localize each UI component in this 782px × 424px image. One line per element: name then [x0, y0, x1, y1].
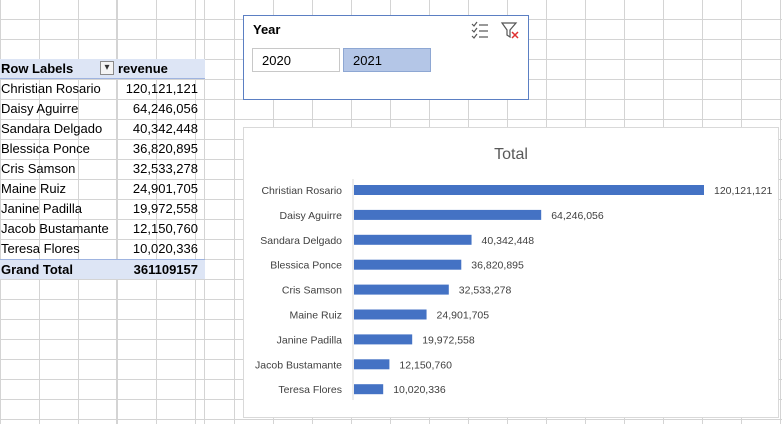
data-label: 10,020,336: [393, 384, 446, 396]
pivot-row-value: 10,020,336: [132, 241, 198, 256]
category-tick-label: Teresa Flores: [278, 384, 342, 396]
pivot-header-row: Row Labels ▾ revenue: [0, 59, 205, 79]
bar-cris-samson[interactable]: [354, 284, 449, 295]
chart-canvas: Total Christian Rosario 120,121,121 Daisy …: [255, 146, 773, 400]
revenue-header[interactable]: revenue: [118, 61, 168, 76]
data-label: 32,533,278: [459, 285, 512, 297]
pivot-table[interactable]: Row Labels ▾ revenue Christian Rosario 12…: [0, 59, 205, 279]
bar-teresa-flores[interactable]: [354, 384, 384, 395]
bar-blessica-ponce[interactable]: [354, 259, 462, 270]
multi-select-icon[interactable]: [470, 20, 490, 40]
data-label: 120,121,121: [714, 185, 773, 197]
pivot-row-label: Janine Padilla: [1, 201, 82, 216]
slicer-item-2020[interactable]: 2020: [252, 48, 340, 72]
clear-filter-icon[interactable]: [500, 20, 520, 40]
pivot-row-value: 64,246,056: [132, 101, 198, 116]
pivot-row-label: Jacob Bustamante: [1, 221, 109, 236]
category-tick-label: Christian Rosario: [261, 185, 342, 197]
pivot-row[interactable]: Teresa Flores 10,020,336: [0, 239, 205, 259]
category-tick-label: Jacob Bustamante: [255, 359, 342, 371]
category-tick-label: Janine Padilla: [277, 334, 343, 346]
pivot-row-label: Teresa Flores: [1, 241, 80, 256]
pivot-row-value: 120,121,121: [125, 81, 198, 96]
data-label: 19,972,558: [422, 334, 475, 346]
bar-christian-rosario[interactable]: [354, 185, 704, 195]
bar-maine-ruiz[interactable]: [354, 309, 427, 320]
data-label: 40,342,448: [482, 235, 535, 247]
pivot-row-value: 12,150,760: [132, 221, 198, 236]
bar-chart[interactable]: Total Christian Rosario 120,121,121 Daisy …: [243, 127, 779, 418]
bar-janine-padilla[interactable]: [354, 334, 413, 345]
pivot-row[interactable]: Maine Ruiz 24,901,705: [0, 179, 205, 199]
year-slicer[interactable]: Year 2020 2021: [243, 15, 529, 100]
bar-jacob-bustamante[interactable]: [354, 359, 390, 370]
category-tick-label: Daisy Aguirre: [280, 210, 343, 222]
grand-total-value: 361109157: [133, 262, 198, 277]
pivot-row-value: 32,533,278: [132, 161, 198, 176]
slicer-item-2021[interactable]: 2021: [343, 48, 431, 72]
data-label: 36,820,895: [471, 260, 524, 272]
pivot-row-value: 36,820,895: [132, 141, 198, 156]
category-tick-label: Blessica Ponce: [270, 260, 342, 272]
grand-total-label: Grand Total: [1, 262, 73, 277]
pivot-row-value: 40,342,448: [132, 121, 198, 136]
chart-title: Total: [494, 146, 528, 163]
pivot-row-label: Christian Rosario: [1, 81, 101, 96]
pivot-row[interactable]: Blessica Ponce 36,820,895: [0, 139, 205, 159]
row-labels-header[interactable]: Row Labels: [1, 61, 74, 76]
pivot-row[interactable]: Daisy Aguirre 64,246,056: [0, 99, 205, 119]
pivot-row[interactable]: Janine Padilla 19,972,558: [0, 199, 205, 219]
slicer-title: Year: [253, 22, 281, 37]
data-label: 12,150,760: [399, 359, 452, 371]
pivot-row-value: 24,901,705: [132, 181, 198, 196]
pivot-row[interactable]: Cris Samson 32,533,278: [0, 159, 205, 179]
pivot-row-label: Blessica Ponce: [1, 141, 90, 156]
data-label: 64,246,056: [551, 210, 604, 222]
column-divider: [204, 0, 205, 424]
bar-daisy-aguirre[interactable]: [354, 209, 542, 220]
pivot-row[interactable]: Jacob Bustamante 12,150,760: [0, 219, 205, 239]
category-tick-label: Cris Samson: [282, 285, 342, 297]
category-tick-label: Sandara Delgado: [260, 235, 342, 247]
data-label: 24,901,705: [437, 310, 490, 322]
grand-total-row[interactable]: Grand Total 361109157: [0, 259, 205, 279]
pivot-row-label: Cris Samson: [1, 161, 76, 176]
pivot-row[interactable]: Sandara Delgado 40,342,448: [0, 119, 205, 139]
filter-dropdown-icon[interactable]: ▾: [100, 61, 114, 75]
category-tick-label: Maine Ruiz: [289, 310, 342, 322]
pivot-row[interactable]: Christian Rosario 120,121,121: [0, 79, 205, 99]
pivot-row-label: Sandara Delgado: [1, 121, 103, 136]
pivot-row-label: Daisy Aguirre: [1, 101, 79, 116]
pivot-row-value: 19,972,558: [132, 201, 198, 216]
column-divider: [116, 0, 117, 424]
pivot-row-label: Maine Ruiz: [1, 181, 67, 196]
bar-sandara-delgado[interactable]: [354, 234, 472, 245]
